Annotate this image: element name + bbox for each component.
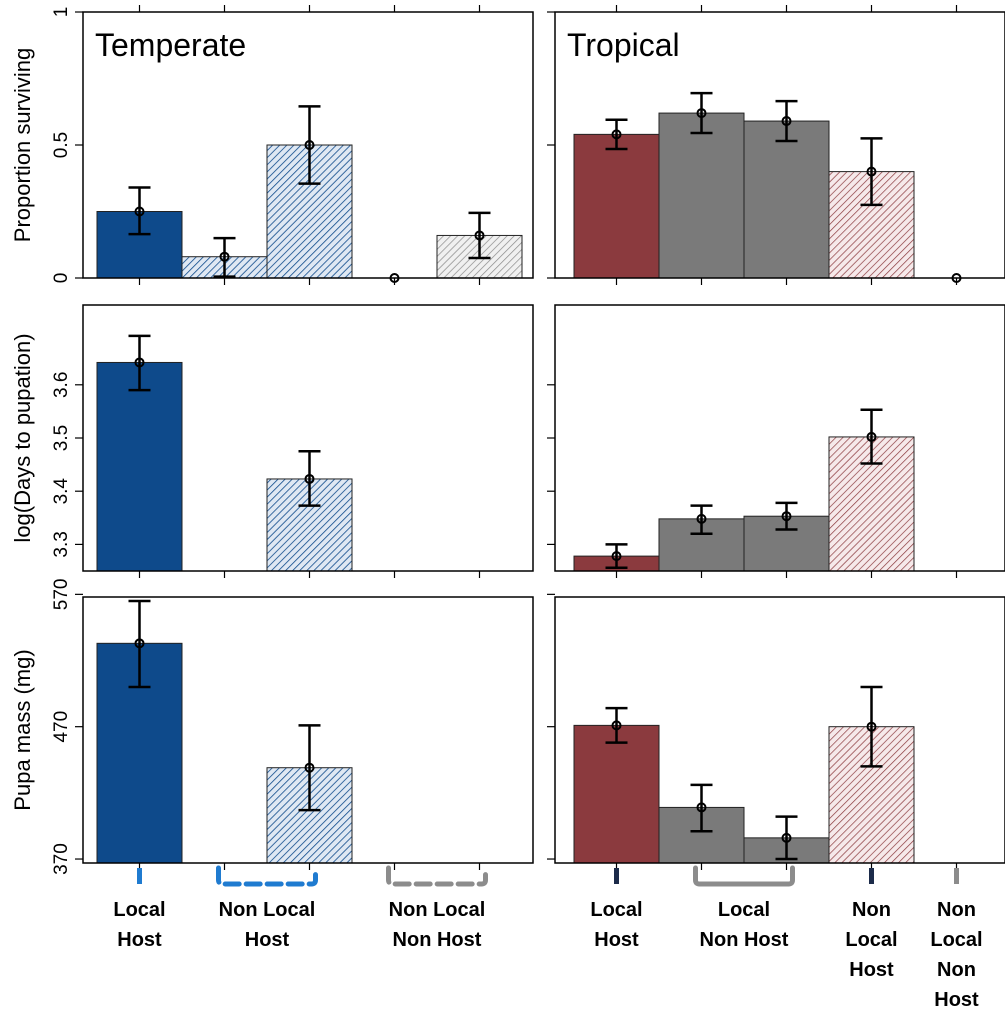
y-tick-label: 1 <box>51 7 72 18</box>
panel-tropical-days <box>547 304 1005 578</box>
y-tick-label: 570 <box>51 579 72 611</box>
group-label: Non Local Host <box>845 899 898 981</box>
group-bracket <box>386 865 488 887</box>
mean-point <box>474 230 485 241</box>
mean-point <box>866 166 877 177</box>
bar <box>573 724 660 864</box>
panel-tropical-mass <box>547 593 1005 870</box>
mean-point <box>304 140 315 150</box>
group-label: Local Non Host <box>699 899 789 951</box>
group-label: Local Host <box>113 899 166 951</box>
mean-point <box>304 762 315 773</box>
y-tick-label: 0 <box>51 273 72 284</box>
mean-point <box>781 116 792 127</box>
group-bracket <box>216 865 318 887</box>
bar <box>743 120 830 279</box>
mean-point <box>219 251 230 262</box>
panel-frame <box>554 596 1005 864</box>
y-axis-label: Pupa mass (mg) <box>10 649 35 810</box>
mean-point <box>304 473 315 484</box>
panel-title: Tropical <box>567 27 680 63</box>
mean-point <box>866 721 877 732</box>
mean-point <box>134 357 145 368</box>
mean-point <box>611 129 622 140</box>
y-tick-label: 370 <box>51 843 72 875</box>
panel-temperate-survival: 0 0.5 1 Proportion surviving Temperate <box>10 5 534 285</box>
mean-point <box>134 638 145 649</box>
y-tick-label: 3.3 <box>51 531 72 557</box>
bar <box>96 361 183 572</box>
mean-point <box>696 802 707 813</box>
mean-point <box>781 832 792 843</box>
bar <box>658 112 745 279</box>
mean-point <box>866 431 877 442</box>
y-tick-label: 3.6 <box>51 372 72 398</box>
mean-point <box>696 108 707 119</box>
y-tick-label: 3.4 <box>51 478 72 505</box>
group-label: Non Local Non Host <box>388 899 486 951</box>
group-label: Non Local Host <box>218 899 316 951</box>
y-axis-label: Proportion surviving <box>10 48 35 242</box>
mean-point <box>611 551 622 562</box>
panel-tropical-survival: Tropical <box>547 5 1005 285</box>
mean-point <box>134 206 145 217</box>
mean-point <box>611 720 622 731</box>
mean-point <box>696 513 707 524</box>
group-bracket <box>693 865 795 887</box>
panel-temperate-mass: 370 470 570 Pupa mass (mg) <box>10 579 534 875</box>
bar <box>573 133 660 279</box>
y-tick-label: 3.5 <box>51 425 72 451</box>
y-axis-label: log(Days to pupation) <box>10 333 35 542</box>
group-label: Non Local Non Host <box>930 899 983 1011</box>
panel-temperate-days: 3.3 3.4 3.5 3.6 log(Days to pupation) <box>10 304 534 578</box>
group-label: Local Host <box>590 899 643 951</box>
y-tick-label: 470 <box>51 711 72 743</box>
panel-frame <box>82 596 534 864</box>
y-tick-label: 0.5 <box>51 132 72 158</box>
mean-point <box>781 511 792 522</box>
panel-title: Temperate <box>95 27 246 63</box>
